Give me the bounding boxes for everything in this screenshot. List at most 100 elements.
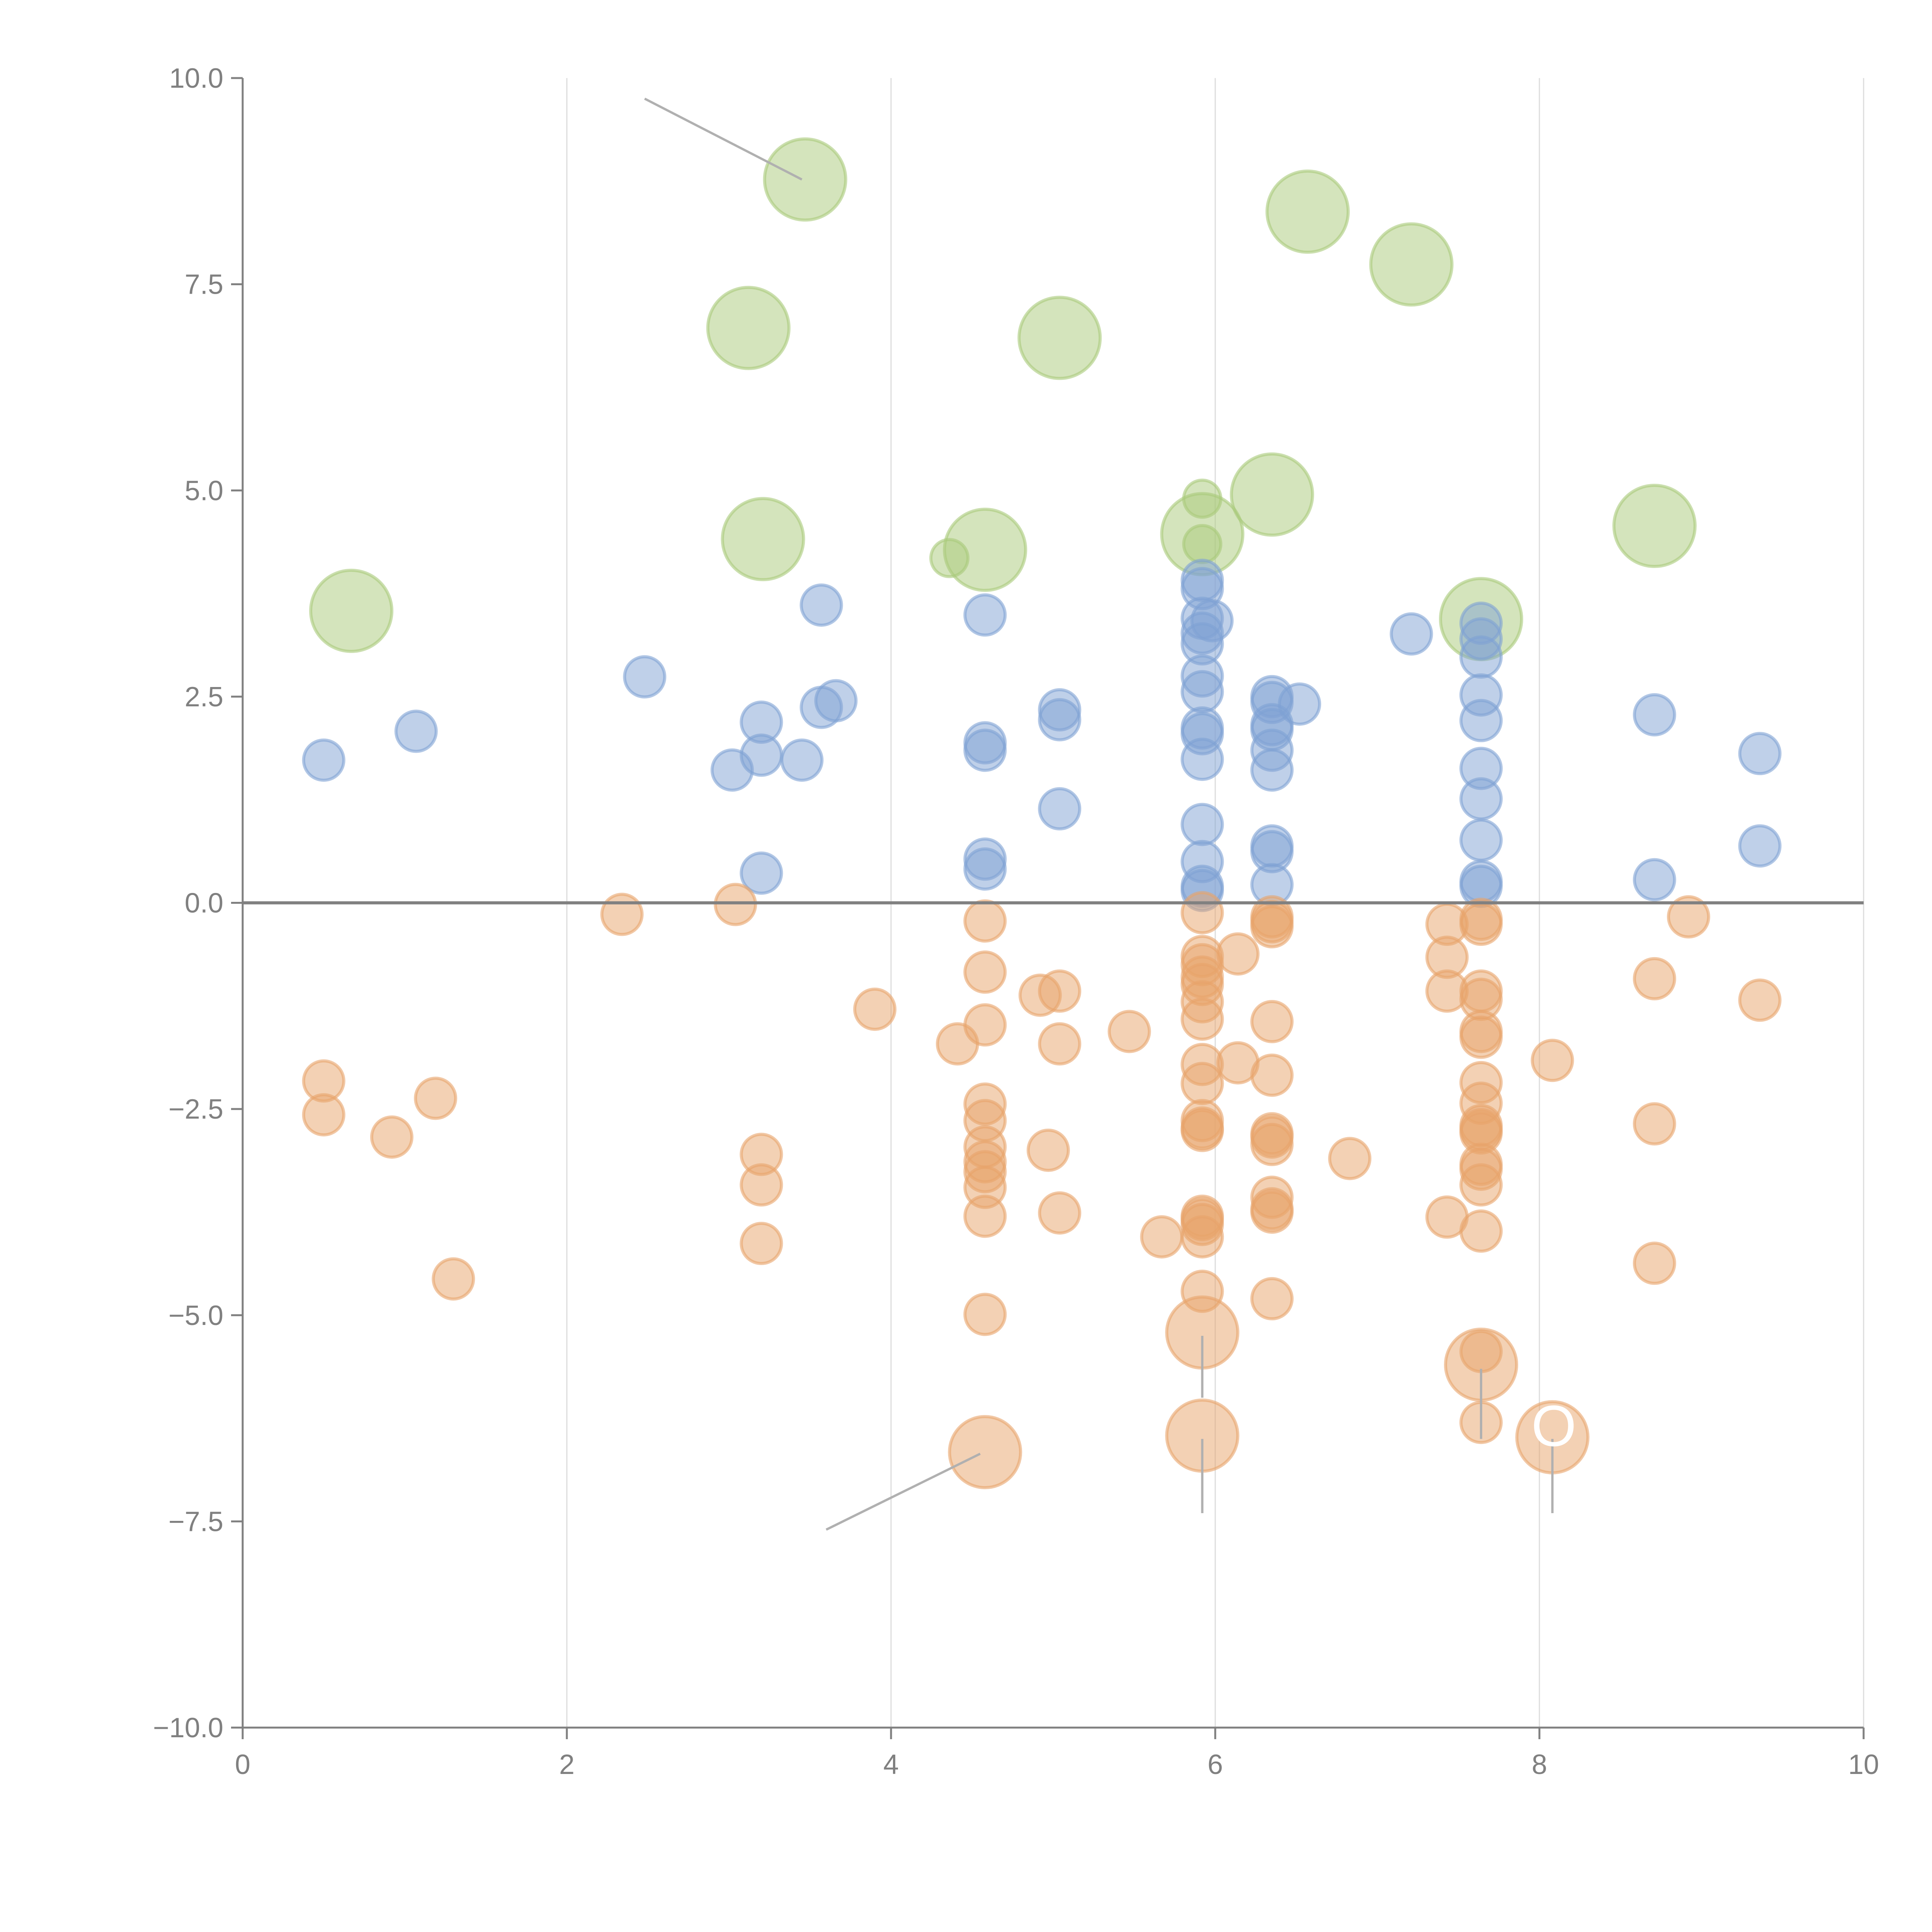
data-point-green (1230, 452, 1314, 537)
data-point-blue (1389, 612, 1433, 656)
data-point-orange (1180, 891, 1224, 935)
data-point-orange (948, 1415, 1022, 1490)
leader-line (644, 97, 803, 181)
data-point-orange (1026, 1128, 1070, 1172)
data-point-blue (1459, 818, 1503, 862)
x-tick-label: 0 (235, 1749, 250, 1780)
data-point-orange (1459, 1015, 1503, 1059)
data-point-orange (1250, 1000, 1294, 1043)
data-point-orange (714, 883, 757, 926)
data-point-orange (414, 1077, 457, 1120)
data-point-orange (1038, 1022, 1082, 1066)
x-tick-label: 6 (1208, 1749, 1223, 1780)
annotations: OTA (1531, 1393, 1646, 1458)
data-point-blue (1633, 858, 1676, 901)
data-point-blue (1459, 635, 1503, 679)
y-tick-label: −2.5 (168, 1094, 223, 1125)
data-point-orange (963, 1293, 1007, 1336)
data-point-blue (963, 728, 1007, 772)
data-point-green (929, 538, 970, 578)
data-point-blue (1250, 748, 1294, 792)
data-point-orange (1250, 1277, 1294, 1321)
data-point-blue (1038, 787, 1082, 831)
x-tick-label: 4 (883, 1749, 899, 1780)
data-point-green (763, 137, 847, 222)
data-point-orange (1633, 957, 1676, 1000)
data-point-orange (1459, 1163, 1503, 1207)
data-point-orange (1140, 1215, 1184, 1259)
data-point-blue (1180, 738, 1224, 781)
data-point-green (1017, 296, 1102, 380)
data-point-orange (1531, 1039, 1574, 1082)
data-point-orange (1180, 1215, 1224, 1259)
y-tick-label: 5.0 (185, 475, 223, 506)
data-point-green (1265, 169, 1350, 254)
data-point-orange (1459, 902, 1503, 946)
data-point-blue (394, 709, 438, 753)
data-point-orange (1250, 905, 1294, 949)
data-point-blue (1459, 777, 1503, 821)
data-point-blue (799, 583, 843, 627)
x-tick-label: 10 (1848, 1749, 1879, 1780)
data-point-orange (1180, 1109, 1224, 1152)
data-point-blue (963, 847, 1007, 891)
data-point-green (1182, 524, 1223, 564)
annotation-label: OTA (1531, 1393, 1646, 1458)
data-point-blue (1180, 803, 1224, 846)
data-point-blue (1633, 693, 1676, 736)
data-point-orange (1250, 1053, 1294, 1097)
data-point-orange (1216, 932, 1260, 976)
data-point-blue (814, 679, 858, 723)
y-tick-label: −5.0 (168, 1300, 223, 1331)
x-tick-label: 8 (1532, 1749, 1547, 1780)
data-point-orange (432, 1257, 475, 1301)
data-point-blue (963, 593, 1007, 637)
data-point-green (309, 568, 394, 653)
axes: 0 2 4 6 8 10 −10.0 −7.5 −5.0 −2.5 0.0 2.5 5.0 7.5 10.0 (153, 63, 1879, 1780)
data-point-orange (1180, 1061, 1224, 1105)
data-point-orange (1180, 997, 1224, 1041)
data-point-green (1612, 484, 1697, 568)
data-point-orange (600, 893, 644, 936)
data-point-blue (1180, 670, 1224, 714)
y-tick-label: 2.5 (185, 682, 223, 713)
data-point-green (1369, 222, 1454, 307)
data-point-blue (623, 655, 667, 699)
data-point-blue (302, 738, 345, 782)
data-point-blue (1738, 824, 1782, 868)
data-point-orange (302, 1093, 345, 1137)
data-point-orange (370, 1115, 413, 1159)
data-point-orange (963, 1003, 1007, 1047)
y-tick-label: −7.5 (168, 1506, 223, 1537)
data-point-orange (1250, 1190, 1294, 1234)
data-point-green (706, 286, 791, 370)
data-point-orange (1107, 1010, 1151, 1053)
data-point-green (721, 497, 805, 582)
data-point-orange (740, 1163, 783, 1207)
x-tick-label: 2 (559, 1749, 575, 1780)
data-point-blue (780, 738, 824, 782)
leader-lines (644, 97, 1554, 1531)
data-points (302, 137, 1782, 1490)
data-point-orange (1633, 1102, 1676, 1146)
data-point-orange (740, 1222, 783, 1265)
data-point-orange (1328, 1137, 1372, 1180)
data-point-orange (1038, 969, 1082, 1013)
y-tick-label: 10.0 (169, 63, 223, 94)
data-point-orange (963, 1194, 1007, 1238)
data-point-blue (740, 851, 783, 895)
data-point-orange (853, 987, 897, 1031)
data-point-orange (963, 950, 1007, 994)
leader-line (825, 1452, 981, 1531)
y-tick-label: 7.5 (185, 269, 223, 300)
data-point-blue (1459, 699, 1503, 742)
data-point-blue (740, 733, 783, 777)
data-point-blue (1738, 732, 1782, 776)
data-point-blue (1038, 698, 1082, 742)
data-point-orange (963, 899, 1007, 943)
data-point-orange (1459, 1209, 1503, 1253)
data-point-orange (1738, 978, 1782, 1022)
y-tick-label: −10.0 (153, 1713, 223, 1743)
data-point-orange (1250, 1122, 1294, 1166)
